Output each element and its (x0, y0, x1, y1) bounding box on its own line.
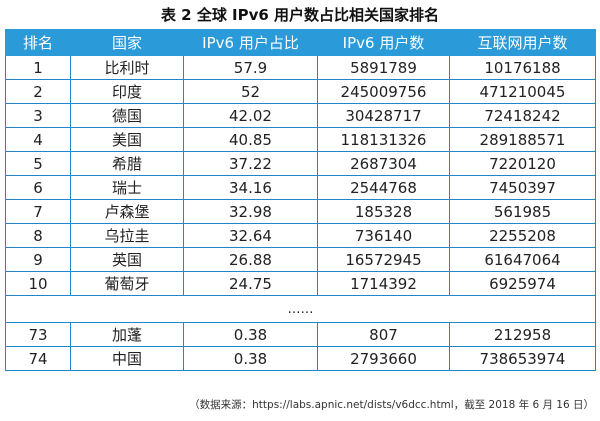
country-cell: 德国 (70, 103, 184, 128)
ipv6-share-cell: 0.38 (183, 346, 318, 371)
column-header-rank: 排名 (5, 29, 71, 56)
country-cell: 中国 (70, 346, 184, 371)
table-row: 2 印度 52 245009756 471210045 (5, 79, 596, 104)
ellipsis-row: …… (5, 295, 596, 323)
ipv6-share-cell: 52 (183, 79, 318, 104)
table-header-row: 排名 国家 IPv6 用户占比 IPv6 用户数 互联网用户数 (5, 29, 596, 56)
internet-users-cell: 471210045 (449, 79, 596, 104)
country-cell: 瑞士 (70, 175, 184, 200)
internet-users-cell: 2255208 (449, 223, 596, 248)
table-row: 7 卢森堡 32.98 185328 561985 (5, 199, 596, 224)
rank-cell: 9 (5, 247, 71, 272)
rank-cell: 4 (5, 127, 71, 152)
rank-cell: 2 (5, 79, 71, 104)
ipv6-share-cell: 34.16 (183, 175, 318, 200)
ipv6-users-cell: 2687304 (317, 151, 450, 176)
column-header-internet-users: 互联网用户数 (449, 29, 596, 56)
internet-users-cell: 7450397 (449, 175, 596, 200)
internet-users-cell: 10176188 (449, 55, 596, 80)
country-cell: 乌拉圭 (70, 223, 184, 248)
table-row: 10 葡萄牙 24.75 1714392 6925974 (5, 271, 596, 296)
ipv6-share-cell: 26.88 (183, 247, 318, 272)
column-header-country: 国家 (70, 29, 184, 56)
ipv6-users-cell: 5891789 (317, 55, 450, 80)
table-row: 73 加蓬 0.38 807 212958 (5, 322, 596, 347)
ipv6-share-cell: 40.85 (183, 127, 318, 152)
ipv6-users-cell: 736140 (317, 223, 450, 248)
ipv6-users-cell: 245009756 (317, 79, 450, 104)
ipv6-share-cell: 37.22 (183, 151, 318, 176)
country-cell: 英国 (70, 247, 184, 272)
rank-cell: 8 (5, 223, 71, 248)
ipv6-users-cell: 16572945 (317, 247, 450, 272)
country-cell: 加蓬 (70, 322, 184, 347)
rank-cell: 1 (5, 55, 71, 80)
country-cell: 希腊 (70, 151, 184, 176)
ipv6-users-cell: 2544768 (317, 175, 450, 200)
ipv6-ranking-table: 排名 国家 IPv6 用户占比 IPv6 用户数 互联网用户数 1 比利时 57.9… (5, 29, 596, 371)
internet-users-cell: 7220120 (449, 151, 596, 176)
ipv6-share-cell: 42.02 (183, 103, 318, 128)
internet-users-cell: 289188571 (449, 127, 596, 152)
rank-cell: 5 (5, 151, 71, 176)
table-row: 9 英国 26.88 16572945 61647064 (5, 247, 596, 272)
country-cell: 卢森堡 (70, 199, 184, 224)
country-cell: 印度 (70, 79, 184, 104)
internet-users-cell: 6925974 (449, 271, 596, 296)
ipv6-users-cell: 1714392 (317, 271, 450, 296)
internet-users-cell: 212958 (449, 322, 596, 347)
ipv6-share-cell: 24.75 (183, 271, 318, 296)
table-row: 1 比利时 57.9 5891789 10176188 (5, 55, 596, 80)
internet-users-cell: 561985 (449, 199, 596, 224)
table-row: 8 乌拉圭 32.64 736140 2255208 (5, 223, 596, 248)
internet-users-cell: 72418242 (449, 103, 596, 128)
table-row: 74 中国 0.38 2793660 738653974 (5, 346, 596, 371)
ipv6-users-cell: 185328 (317, 199, 450, 224)
rank-cell: 74 (5, 346, 71, 371)
ipv6-users-cell: 30428717 (317, 103, 450, 128)
rank-cell: 7 (5, 199, 71, 224)
ipv6-share-cell: 32.64 (183, 223, 318, 248)
column-header-ipv6-users: IPv6 用户数 (317, 29, 450, 56)
ipv6-share-cell: 32.98 (183, 199, 318, 224)
internet-users-cell: 738653974 (449, 346, 596, 371)
internet-users-cell: 61647064 (449, 247, 596, 272)
rank-cell: 10 (5, 271, 71, 296)
table-row: 6 瑞士 34.16 2544768 7450397 (5, 175, 596, 200)
rank-cell: 73 (5, 322, 71, 347)
table-title: 表 2 全球 IPv6 用户数占比相关国家排名 (160, 6, 440, 24)
source-note: （数据来源：https://labs.apnic.net/dists/v6dcc… (189, 399, 594, 411)
ellipsis-cell: …… (5, 295, 596, 323)
ipv6-users-cell: 807 (317, 322, 450, 347)
table-row: 3 德国 42.02 30428717 72418242 (5, 103, 596, 128)
country-cell: 葡萄牙 (70, 271, 184, 296)
country-cell: 比利时 (70, 55, 184, 80)
ipv6-users-cell: 2793660 (317, 346, 450, 371)
ipv6-users-cell: 118131326 (317, 127, 450, 152)
table-row: 4 美国 40.85 118131326 289188571 (5, 127, 596, 152)
ipv6-share-cell: 57.9 (183, 55, 318, 80)
table-row: 5 希腊 37.22 2687304 7220120 (5, 151, 596, 176)
rank-cell: 6 (5, 175, 71, 200)
rank-cell: 3 (5, 103, 71, 128)
ipv6-share-cell: 0.38 (183, 322, 318, 347)
column-header-ipv6-share: IPv6 用户占比 (183, 29, 318, 56)
country-cell: 美国 (70, 127, 184, 152)
